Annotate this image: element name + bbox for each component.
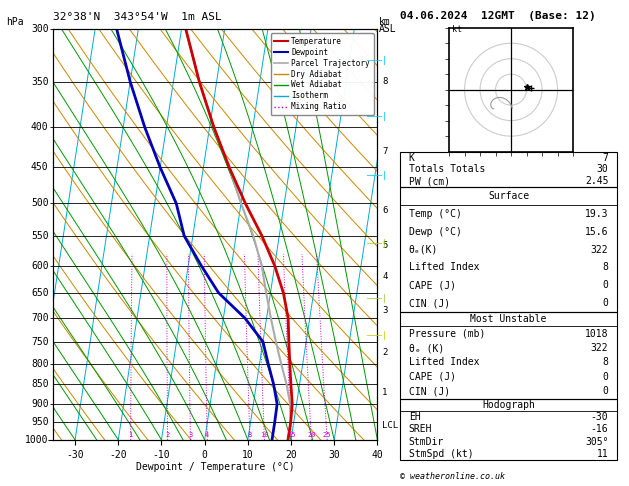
Text: Lifted Index: Lifted Index — [409, 358, 479, 367]
Text: PW (cm): PW (cm) — [409, 176, 450, 186]
Text: CIN (J): CIN (J) — [409, 298, 450, 308]
Text: 950: 950 — [31, 417, 48, 427]
Text: 7: 7 — [382, 147, 387, 156]
Text: CAPE (J): CAPE (J) — [409, 372, 456, 382]
Text: 30: 30 — [597, 164, 608, 174]
Text: EH: EH — [409, 412, 420, 422]
Text: 7: 7 — [603, 153, 608, 162]
Text: ———|: ———| — [367, 112, 387, 121]
Text: 3: 3 — [188, 433, 192, 438]
Text: 322: 322 — [591, 244, 608, 255]
Text: 322: 322 — [591, 343, 608, 353]
Text: K: K — [409, 153, 415, 162]
Text: 750: 750 — [31, 337, 48, 347]
Text: Most Unstable: Most Unstable — [470, 314, 547, 324]
Text: hPa: hPa — [6, 17, 24, 27]
Text: StmDir: StmDir — [409, 437, 444, 447]
Text: 305°: 305° — [585, 437, 608, 447]
X-axis label: Dewpoint / Temperature (°C): Dewpoint / Temperature (°C) — [136, 462, 295, 472]
Text: ———|: ———| — [367, 56, 387, 65]
Text: kt: kt — [452, 25, 462, 35]
Text: 350: 350 — [31, 77, 48, 87]
Text: km: km — [379, 17, 391, 27]
Text: 300: 300 — [31, 24, 48, 34]
Text: 4: 4 — [205, 433, 209, 438]
Text: 0: 0 — [603, 298, 608, 308]
Text: Hodograph: Hodograph — [482, 399, 535, 410]
Text: -30: -30 — [591, 412, 608, 422]
Text: Temp (°C): Temp (°C) — [409, 209, 462, 219]
Text: Lifted Index: Lifted Index — [409, 262, 479, 273]
Text: 1: 1 — [382, 388, 387, 397]
Text: 04.06.2024  12GMT  (Base: 12): 04.06.2024 12GMT (Base: 12) — [400, 11, 596, 21]
Text: 850: 850 — [31, 380, 48, 389]
Text: 10: 10 — [260, 433, 269, 438]
Text: 5: 5 — [382, 241, 387, 250]
Text: 0: 0 — [603, 372, 608, 382]
Text: 20: 20 — [307, 433, 316, 438]
Text: θₑ(K): θₑ(K) — [409, 244, 438, 255]
Text: 0: 0 — [603, 386, 608, 396]
Text: StmSpd (kt): StmSpd (kt) — [409, 449, 474, 459]
Text: 15: 15 — [287, 433, 296, 438]
Text: 25: 25 — [323, 433, 331, 438]
Text: 500: 500 — [31, 198, 48, 208]
Text: -16: -16 — [591, 424, 608, 434]
Text: 550: 550 — [31, 231, 48, 241]
Legend: Temperature, Dewpoint, Parcel Trajectory, Dry Adiabat, Wet Adiabat, Isotherm, Mi: Temperature, Dewpoint, Parcel Trajectory… — [270, 33, 374, 115]
Text: 11: 11 — [597, 449, 608, 459]
Text: 400: 400 — [31, 122, 48, 132]
Text: CAPE (J): CAPE (J) — [409, 280, 456, 290]
Text: 3: 3 — [382, 306, 387, 315]
Text: LCL: LCL — [382, 421, 398, 431]
Text: 0: 0 — [603, 280, 608, 290]
Text: © weatheronline.co.uk: © weatheronline.co.uk — [400, 472, 505, 482]
Text: 650: 650 — [31, 288, 48, 298]
Text: 2: 2 — [382, 348, 387, 357]
Text: 1018: 1018 — [585, 329, 608, 339]
Text: Totals Totals: Totals Totals — [409, 164, 485, 174]
Text: 8: 8 — [248, 433, 252, 438]
Text: 6: 6 — [382, 206, 387, 215]
Text: 2.45: 2.45 — [585, 176, 608, 186]
Text: 900: 900 — [31, 399, 48, 409]
Text: 8: 8 — [382, 77, 387, 86]
Text: 1: 1 — [128, 433, 133, 438]
Text: Surface: Surface — [488, 191, 529, 201]
Text: 800: 800 — [31, 359, 48, 369]
Text: Pressure (mb): Pressure (mb) — [409, 329, 485, 339]
Text: ———|: ———| — [367, 331, 387, 340]
Text: 4: 4 — [382, 272, 387, 281]
Text: 32°38'N  343°54'W  1m ASL: 32°38'N 343°54'W 1m ASL — [53, 12, 222, 22]
Text: 1000: 1000 — [25, 435, 48, 445]
Text: SREH: SREH — [409, 424, 432, 434]
Text: 19.3: 19.3 — [585, 209, 608, 219]
Text: ———|: ———| — [367, 295, 387, 303]
Text: θₑ (K): θₑ (K) — [409, 343, 444, 353]
Text: 600: 600 — [31, 260, 48, 271]
Text: 8: 8 — [603, 358, 608, 367]
Text: ———|: ———| — [367, 239, 387, 247]
Text: 450: 450 — [31, 162, 48, 173]
Text: 700: 700 — [31, 313, 48, 323]
Text: CIN (J): CIN (J) — [409, 386, 450, 396]
Text: ASL: ASL — [379, 24, 397, 35]
Text: 15.6: 15.6 — [585, 226, 608, 237]
Text: ———|: ———| — [367, 172, 387, 180]
Text: 8: 8 — [603, 262, 608, 273]
Text: 2: 2 — [165, 433, 170, 438]
Text: Dewp (°C): Dewp (°C) — [409, 226, 462, 237]
